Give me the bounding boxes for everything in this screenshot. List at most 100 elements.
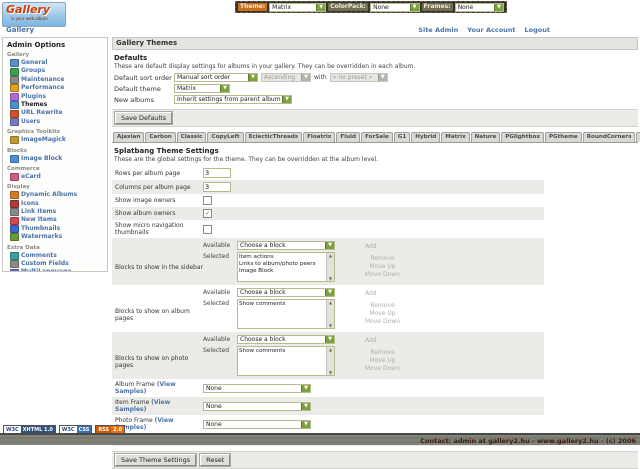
- sidebar-item-new-items[interactable]: New Items: [7, 216, 107, 225]
- show-image-owners-checkbox[interactable]: [203, 196, 212, 205]
- sidebar-item-groups[interactable]: Groups: [7, 67, 107, 76]
- album-frame-select[interactable]: None ▼: [203, 383, 311, 393]
- save-defaults-button[interactable]: Save Defaults: [113, 111, 174, 125]
- sidebar-item-dynamic-albums[interactable]: Dynamic Albums: [7, 191, 107, 200]
- sidebar-item-label: Thumbnails: [21, 224, 61, 232]
- sidebar-item-general[interactable]: General: [7, 59, 107, 68]
- tab-pglightbox[interactable]: PGlightbox: [501, 132, 544, 142]
- tab-g1[interactable]: G1: [393, 132, 411, 142]
- custom-fields-icon: [10, 260, 19, 269]
- sidebar-item-image-block[interactable]: Image Block: [7, 155, 107, 163]
- reset-button[interactable]: Reset: [199, 453, 232, 467]
- selected-block-item[interactable]: Show comments: [239, 301, 286, 307]
- colorpack-select[interactable]: None ▼: [370, 2, 420, 12]
- tab-forsale[interactable]: ForSale: [361, 132, 393, 142]
- user-link-logout[interactable]: Logout: [524, 26, 550, 34]
- scrollbar[interactable]: ▲ ▼: [326, 347, 334, 375]
- tab-fluid[interactable]: Fluid: [336, 132, 361, 142]
- scroll-down-icon[interactable]: ▼: [328, 276, 333, 281]
- show-micro-navigation-thumbnails-checkbox[interactable]: [203, 224, 212, 234]
- scroll-down-icon[interactable]: ▼: [328, 323, 333, 328]
- user-link-your-account[interactable]: Your Account: [467, 26, 516, 34]
- scrollbar[interactable]: ▲ ▼: [326, 253, 334, 281]
- tab-hybrid[interactable]: Hybrid: [411, 132, 441, 142]
- scroll-up-icon[interactable]: ▲: [328, 300, 333, 305]
- badge-right: 2.0: [111, 426, 124, 434]
- sidebar-item-url-rewrite[interactable]: URL Rewrite: [7, 109, 107, 118]
- selected-blocks-listbox[interactable]: Show comments ▲ ▼: [237, 346, 335, 376]
- selected-blocks-listbox[interactable]: Show comments ▲ ▼: [237, 299, 335, 329]
- scroll-up-icon[interactable]: ▲: [328, 253, 333, 258]
- view-samples-link[interactable]: (View Samples): [115, 381, 176, 395]
- frame-row: Item Frame (View Samples) None ▼: [112, 397, 544, 415]
- theme-select[interactable]: Matrix ▼: [269, 2, 327, 12]
- choose-block-select[interactable]: Choose a block ▼: [237, 288, 335, 297]
- badge-left: W3C: [59, 426, 77, 434]
- remove-action: Remove: [370, 349, 395, 356]
- frames-select[interactable]: None ▼: [454, 2, 505, 12]
- selected-block-item[interactable]: Links to album/photo peers: [239, 261, 316, 267]
- tab-floatrix[interactable]: Floatrix: [303, 132, 336, 142]
- selected-block-item[interactable]: Item actions: [239, 254, 274, 260]
- photo-frame-select[interactable]: None ▼: [203, 419, 311, 429]
- sidebar-item-custom-fields[interactable]: Custom Fields: [7, 260, 107, 269]
- setting-label: Columns per album page: [115, 183, 191, 191]
- tab-classic[interactable]: Classic: [176, 132, 207, 142]
- rows-per-album-page-input[interactable]: [203, 168, 231, 178]
- sidebar-item-label: URL Rewrite: [21, 109, 63, 117]
- sidebar-item-imagemagick[interactable]: ImageMagick: [7, 136, 107, 145]
- sidebar-item-users[interactable]: Users: [7, 118, 107, 126]
- show-album-owners-checkbox[interactable]: ✓: [203, 209, 212, 218]
- choose-block-select[interactable]: Choose a block ▼: [237, 241, 335, 250]
- tab-copyleft[interactable]: CopyLeft: [207, 132, 244, 142]
- default-sort-select[interactable]: Manual sort order ▼: [174, 73, 258, 82]
- sidebar-item-themes[interactable]: Themes: [7, 101, 107, 110]
- colorpack-select-value: None: [373, 3, 389, 11]
- choose-block-select[interactable]: Choose a block ▼: [237, 335, 335, 344]
- dropdown-arrow-icon: ▼: [316, 3, 326, 11]
- tab-carbon[interactable]: Carbon: [145, 132, 176, 142]
- preset-select: « no preset » ▼: [329, 73, 388, 82]
- view-samples-link[interactable]: (View Samples): [115, 417, 174, 431]
- save-theme-settings-button[interactable]: Save Theme Settings: [113, 453, 198, 467]
- sidebar-item-label: Users: [21, 117, 41, 125]
- gallery-logo[interactable]: Gallery is your web album: [2, 2, 66, 27]
- default-theme-value: Matrix: [177, 85, 196, 92]
- sidebar-item-ecard[interactable]: eCard: [7, 173, 107, 182]
- album-frame-select-value: None: [206, 384, 222, 392]
- tab-roundcorners[interactable]: RoundCorners: [582, 132, 636, 142]
- scrollbar[interactable]: ▲ ▼: [326, 300, 334, 328]
- sidebar-item-label: MultiLanguage: [21, 268, 72, 272]
- tab-nature[interactable]: Nature: [470, 132, 501, 142]
- theme-tabs: Ajaxian Carbon Classic CopyLeft EclecticThre…: [112, 131, 640, 143]
- default-theme-select[interactable]: Matrix ▼: [174, 84, 230, 93]
- move-down-action: Move Down: [365, 365, 400, 372]
- selected-block-item[interactable]: Show comments: [239, 348, 286, 354]
- theme-selector-bar: Theme: Matrix ▼ ColorPack: None ▼ Frames: None ▼: [235, 1, 507, 13]
- tab-pgtheme[interactable]: PGtheme: [544, 132, 582, 142]
- sidebar-item-thumbnails[interactable]: Thumbnails: [7, 224, 107, 234]
- sidebar-item-maintenance[interactable]: Maintenance: [7, 76, 107, 84]
- view-samples-link[interactable]: (View Samples): [115, 399, 171, 413]
- columns-per-album-page-input[interactable]: [203, 182, 231, 192]
- user-link-site-admin[interactable]: Site Admin: [418, 26, 459, 34]
- tab-matrix[interactable]: Matrix: [441, 132, 470, 142]
- sidebar-item-performance[interactable]: Performance: [7, 84, 107, 93]
- sidebar-item-multilanguage[interactable]: MultiLanguage: [7, 268, 107, 272]
- tab-eclecticthreads[interactable]: EclecticThreads: [244, 132, 303, 142]
- sidebar-item-icons[interactable]: Icons: [7, 200, 107, 208]
- scroll-down-icon[interactable]: ▼: [328, 370, 333, 375]
- breadcrumb[interactable]: Gallery: [6, 26, 35, 34]
- tab-ajaxian[interactable]: Ajaxian: [113, 132, 145, 142]
- item-frame-select[interactable]: None ▼: [203, 401, 311, 411]
- sidebar-item-watermarks[interactable]: Watermarks: [7, 233, 107, 242]
- sidebar-item-plugins[interactable]: Plugins: [7, 93, 107, 101]
- dropdown-arrow-icon: ▼: [301, 420, 310, 428]
- tab-siriux[interactable]: Siriux: [636, 132, 640, 142]
- selected-blocks-listbox[interactable]: Item actions Links to album/photo peers Im…: [237, 252, 335, 282]
- sidebar-item-link-items[interactable]: Link Items: [7, 208, 107, 217]
- new-albums-select[interactable]: Inherit settings from parent album ▼: [174, 95, 292, 104]
- selected-block-item[interactable]: Image Block: [239, 268, 274, 274]
- sidebar-item-comments[interactable]: Comments: [7, 252, 107, 260]
- scroll-up-icon[interactable]: ▲: [328, 347, 333, 352]
